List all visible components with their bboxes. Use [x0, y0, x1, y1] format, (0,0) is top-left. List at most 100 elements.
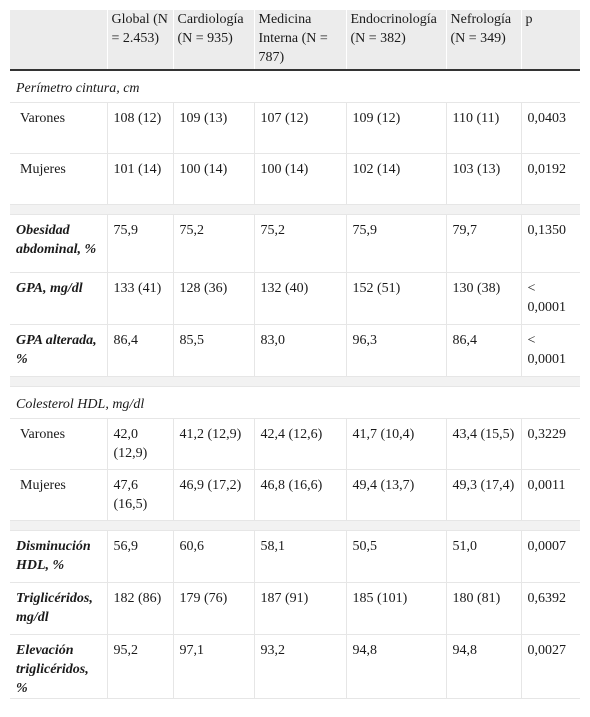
row-label: Obesidad abdominal, %	[10, 214, 107, 273]
table-cell: 86,4	[106, 324, 173, 377]
table-row: Disminución HDL, % 56,9 60,6 58,1 50,5 5…	[10, 530, 580, 583]
table-cell: 185 (101)	[345, 582, 446, 635]
table-cell: 50,5	[345, 530, 446, 583]
header-cell-endocrinologia: Endocrinología (N = 382)	[345, 10, 446, 71]
table-cell: 0,0007	[520, 530, 580, 583]
spacer-cell	[10, 520, 580, 531]
header-cell-cardiologia: Cardiología (N = 935)	[172, 10, 254, 71]
table-row: Varones 108 (12) 109 (13) 107 (12) 109 (…	[10, 102, 580, 154]
table-cell: 41,7 (10,4)	[345, 418, 446, 470]
table-cell: 109 (12)	[345, 102, 446, 154]
table-cell: 79,7	[445, 214, 521, 273]
table-cell: 42,0 (12,9)	[106, 418, 173, 470]
table-cell: 60,6	[172, 530, 254, 583]
row-label: Mujeres	[10, 153, 107, 205]
section-row-hdl: Colesterol HDL, mg/dl	[10, 386, 580, 419]
table-cell: 83,0	[253, 324, 346, 377]
section-row-perimetro: Perímetro cintura, cm	[10, 70, 580, 103]
row-label: GPA, mg/dl	[10, 272, 107, 325]
table-cell: 97,1	[172, 634, 254, 699]
table-cell: 100 (14)	[253, 153, 346, 205]
header-cell-global: Global (N = 2.453)	[106, 10, 173, 71]
spacer-cell	[10, 376, 580, 387]
table-cell: 85,5	[172, 324, 254, 377]
row-label: Varones	[10, 418, 107, 470]
spacer-row	[10, 520, 580, 531]
table-cell: 102 (14)	[345, 153, 446, 205]
table-cell: 94,8	[445, 634, 521, 699]
header-row: Global (N = 2.453) Cardiología (N = 935)…	[10, 10, 580, 71]
table-cell: 152 (51)	[345, 272, 446, 325]
table-cell: 0,6392	[520, 582, 580, 635]
table-cell: 0,1350	[520, 214, 580, 273]
table-cell: 180 (81)	[445, 582, 521, 635]
table-cell: 41,2 (12,9)	[172, 418, 254, 470]
table-cell: 75,9	[345, 214, 446, 273]
table-cell: 0,3229	[520, 418, 580, 470]
table-cell: 49,4 (13,7)	[345, 469, 446, 521]
table-cell: 128 (36)	[172, 272, 254, 325]
table-cell: 0,0403	[520, 102, 580, 154]
table-cell: 96,3	[345, 324, 446, 377]
section-label: Colesterol HDL, mg/dl	[10, 386, 580, 419]
row-label: Elevación triglicéridos, %	[10, 634, 107, 699]
table-cell: 132 (40)	[253, 272, 346, 325]
row-label: Mujeres	[10, 469, 107, 521]
table-cell: 0,0011	[520, 469, 580, 521]
table-cell: 75,9	[106, 214, 173, 273]
table-cell: 75,2	[172, 214, 254, 273]
table-cell: 93,2	[253, 634, 346, 699]
results-table: Global (N = 2.453) Cardiología (N = 935)…	[10, 10, 580, 699]
table-row: Elevación triglicéridos, % 95,2 97,1 93,…	[10, 634, 580, 699]
table-cell: 108 (12)	[106, 102, 173, 154]
spacer-row	[10, 204, 580, 215]
header-cell-p: p	[520, 10, 580, 71]
table-cell: 133 (41)	[106, 272, 173, 325]
table-cell: 58,1	[253, 530, 346, 583]
row-label: Triglicéridos, mg/dl	[10, 582, 107, 635]
table-row: Obesidad abdominal, % 75,9 75,2 75,2 75,…	[10, 214, 580, 273]
header-cell-nefrologia: Nefrología (N = 349)	[445, 10, 521, 71]
table-row: Triglicéridos, mg/dl 182 (86) 179 (76) 1…	[10, 582, 580, 635]
table-row: GPA, mg/dl 133 (41) 128 (36) 132 (40) 15…	[10, 272, 580, 325]
table-cell: 182 (86)	[106, 582, 173, 635]
table-cell: 95,2	[106, 634, 173, 699]
table-cell: 86,4	[445, 324, 521, 377]
table-cell: 47,6 (16,5)	[106, 469, 173, 521]
row-label: Varones	[10, 102, 107, 154]
header-cell-medicina-interna: Medicina Interna (N = 787)	[253, 10, 346, 71]
section-label: Perímetro cintura, cm	[10, 70, 580, 103]
table-cell: 75,2	[253, 214, 346, 273]
row-label: Disminución HDL, %	[10, 530, 107, 583]
table-cell: 46,8 (16,6)	[253, 469, 346, 521]
table-cell: < 0,0001	[520, 272, 580, 325]
table-cell: 100 (14)	[172, 153, 254, 205]
table-cell: 101 (14)	[106, 153, 173, 205]
table-row: Varones 42,0 (12,9) 41,2 (12,9) 42,4 (12…	[10, 418, 580, 470]
spacer-row	[10, 376, 580, 387]
table-row: GPA alterada, % 86,4 85,5 83,0 96,3 86,4…	[10, 324, 580, 377]
row-label: GPA alterada, %	[10, 324, 107, 377]
header-cell-empty	[10, 10, 107, 71]
table-cell: 94,8	[345, 634, 446, 699]
table-cell: 49,3 (17,4)	[445, 469, 521, 521]
table-cell: 103 (13)	[445, 153, 521, 205]
spacer-cell	[10, 204, 580, 215]
table-cell: 109 (13)	[172, 102, 254, 154]
table-cell: 0,0192	[520, 153, 580, 205]
table-cell: 179 (76)	[172, 582, 254, 635]
table-cell: 43,4 (15,5)	[445, 418, 521, 470]
table-cell: 130 (38)	[445, 272, 521, 325]
table-cell: 187 (91)	[253, 582, 346, 635]
results-table-container: Global (N = 2.453) Cardiología (N = 935)…	[10, 10, 580, 699]
table-cell: 56,9	[106, 530, 173, 583]
table-cell: 0,0027	[520, 634, 580, 699]
table-cell: 107 (12)	[253, 102, 346, 154]
table-cell: 51,0	[445, 530, 521, 583]
table-row: Mujeres 47,6 (16,5) 46,9 (17,2) 46,8 (16…	[10, 469, 580, 521]
table-cell: 42,4 (12,6)	[253, 418, 346, 470]
table-cell: 46,9 (17,2)	[172, 469, 254, 521]
table-cell: 110 (11)	[445, 102, 521, 154]
table-cell: < 0,0001	[520, 324, 580, 377]
table-row: Mujeres 101 (14) 100 (14) 100 (14) 102 (…	[10, 153, 580, 205]
